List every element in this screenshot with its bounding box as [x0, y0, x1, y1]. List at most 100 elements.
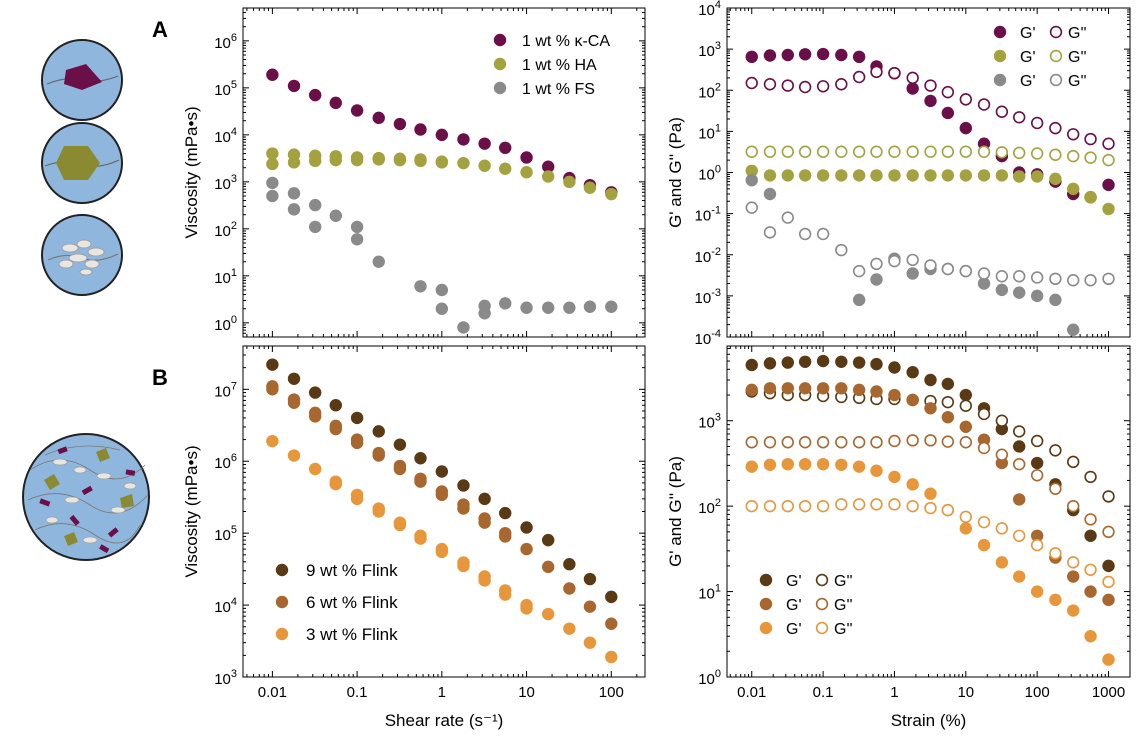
y-tick-label: 104 — [698, 0, 721, 19]
data-point — [1049, 593, 1062, 607]
legend-label: 3 wt % Flink — [306, 625, 398, 644]
data-point — [1049, 293, 1062, 307]
data-point — [1012, 146, 1026, 160]
y-tick-label: 106 — [214, 32, 237, 52]
data-point — [763, 499, 777, 513]
data-point — [906, 267, 919, 280]
legend: 9 wt % Flink 6 wt % Flink 3 wt % Flink — [275, 561, 398, 644]
data-point — [798, 499, 812, 513]
y-tick-label: 10-1 — [695, 205, 721, 225]
legend-marker — [815, 597, 829, 611]
legend-label: G'' — [834, 621, 853, 638]
data-point — [605, 187, 618, 201]
legend: G' G'' G' G'' G' G'' — [759, 573, 853, 638]
y-tick-label: 105 — [214, 79, 237, 99]
data-point — [781, 457, 794, 471]
data-point — [959, 510, 973, 524]
legend-marker — [1049, 73, 1063, 87]
data-point — [870, 498, 883, 511]
x-tick-label: 0.01 — [258, 684, 287, 701]
data-point — [1067, 182, 1080, 196]
data-point — [520, 151, 533, 164]
data-point — [287, 372, 301, 385]
data-point — [308, 462, 322, 476]
legend-label: G'' — [1068, 73, 1087, 90]
data-point — [563, 175, 576, 189]
y-axis-label: Viscosity (mPa•s) — [182, 445, 201, 577]
data-point — [350, 233, 364, 246]
data-point — [745, 460, 758, 473]
data-point — [995, 414, 1009, 427]
data-point — [1049, 172, 1062, 186]
data-point — [852, 70, 866, 84]
x-tick-label: 10 — [957, 684, 974, 701]
data-point — [816, 80, 830, 93]
data-point — [1084, 470, 1097, 484]
data-point — [329, 422, 342, 436]
data-point — [745, 164, 758, 177]
data-point — [959, 145, 973, 158]
data-point — [924, 434, 937, 447]
data-point — [414, 452, 427, 465]
data-point — [924, 373, 937, 387]
data-point — [435, 128, 449, 142]
data-point — [906, 82, 919, 95]
chart-b-viscosity: 103 104 105 106 107 0.01 0.1 1 10 100 Viscosity (m… — [182, 345, 646, 730]
data-point — [745, 358, 758, 372]
data-point — [906, 366, 919, 379]
data-point — [457, 133, 470, 146]
data-point — [329, 153, 342, 167]
data-point — [1102, 575, 1115, 589]
data-point — [745, 50, 758, 64]
data-point — [435, 283, 449, 297]
data-point — [1030, 289, 1044, 303]
data-point — [1084, 585, 1097, 598]
data-point — [435, 156, 449, 169]
data-point — [906, 145, 919, 158]
y-tick-label: 103 — [698, 40, 721, 60]
data-point — [870, 273, 883, 286]
data-point — [781, 169, 794, 182]
y-tick-label: 101 — [698, 583, 721, 603]
data-point — [414, 532, 427, 545]
data-point — [888, 388, 901, 402]
data-point — [781, 382, 794, 395]
data-point — [457, 156, 470, 170]
data-point — [924, 487, 937, 500]
data-point — [816, 436, 830, 449]
data-point — [798, 80, 812, 94]
data-point — [816, 354, 830, 368]
data-point — [745, 201, 758, 214]
data-point — [308, 198, 322, 212]
x-tick-label: 1000 — [1092, 684, 1125, 701]
data-point — [350, 492, 364, 506]
flink-composite-schematic-icon — [22, 433, 150, 561]
data-point — [541, 160, 555, 173]
data-point — [520, 602, 533, 615]
data-point — [1049, 444, 1062, 457]
data-point — [393, 153, 407, 167]
x-tick-label: 0.01 — [737, 684, 766, 701]
legend-label: G' — [786, 573, 802, 590]
legend-marker — [993, 25, 1007, 39]
y-axis-label: G' and G'' (Pa) — [666, 117, 685, 228]
data-point — [541, 301, 555, 314]
legend-marker — [815, 573, 829, 587]
panel-label-b: B — [152, 365, 168, 390]
data-point — [1102, 525, 1115, 539]
data-point — [763, 78, 777, 91]
data-point — [941, 85, 955, 99]
y-tick-label: 100 — [214, 314, 237, 334]
data-point — [941, 395, 955, 409]
data-point — [1030, 469, 1044, 482]
data-point — [888, 470, 901, 484]
data-point — [605, 590, 618, 604]
data-point — [959, 93, 973, 106]
data-point — [435, 545, 449, 559]
data-point — [870, 257, 883, 271]
data-point — [1084, 563, 1097, 576]
data-point — [888, 66, 901, 80]
data-point — [499, 141, 512, 155]
data-point — [1102, 137, 1115, 150]
